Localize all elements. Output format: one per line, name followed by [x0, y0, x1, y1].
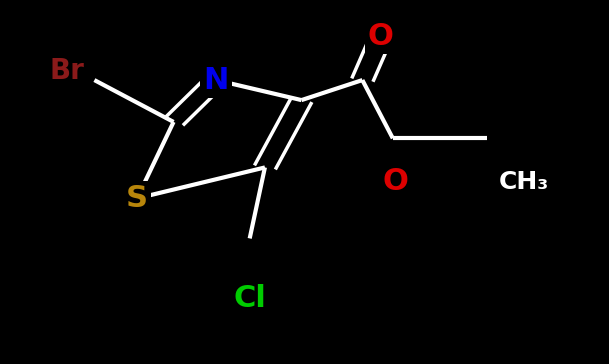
Text: CH₃: CH₃	[499, 170, 549, 194]
Text: Br: Br	[49, 57, 85, 85]
Text: O: O	[383, 167, 409, 197]
Text: S: S	[126, 184, 148, 213]
Text: N: N	[203, 66, 229, 95]
Text: Cl: Cl	[233, 284, 266, 313]
Text: O: O	[368, 22, 393, 51]
